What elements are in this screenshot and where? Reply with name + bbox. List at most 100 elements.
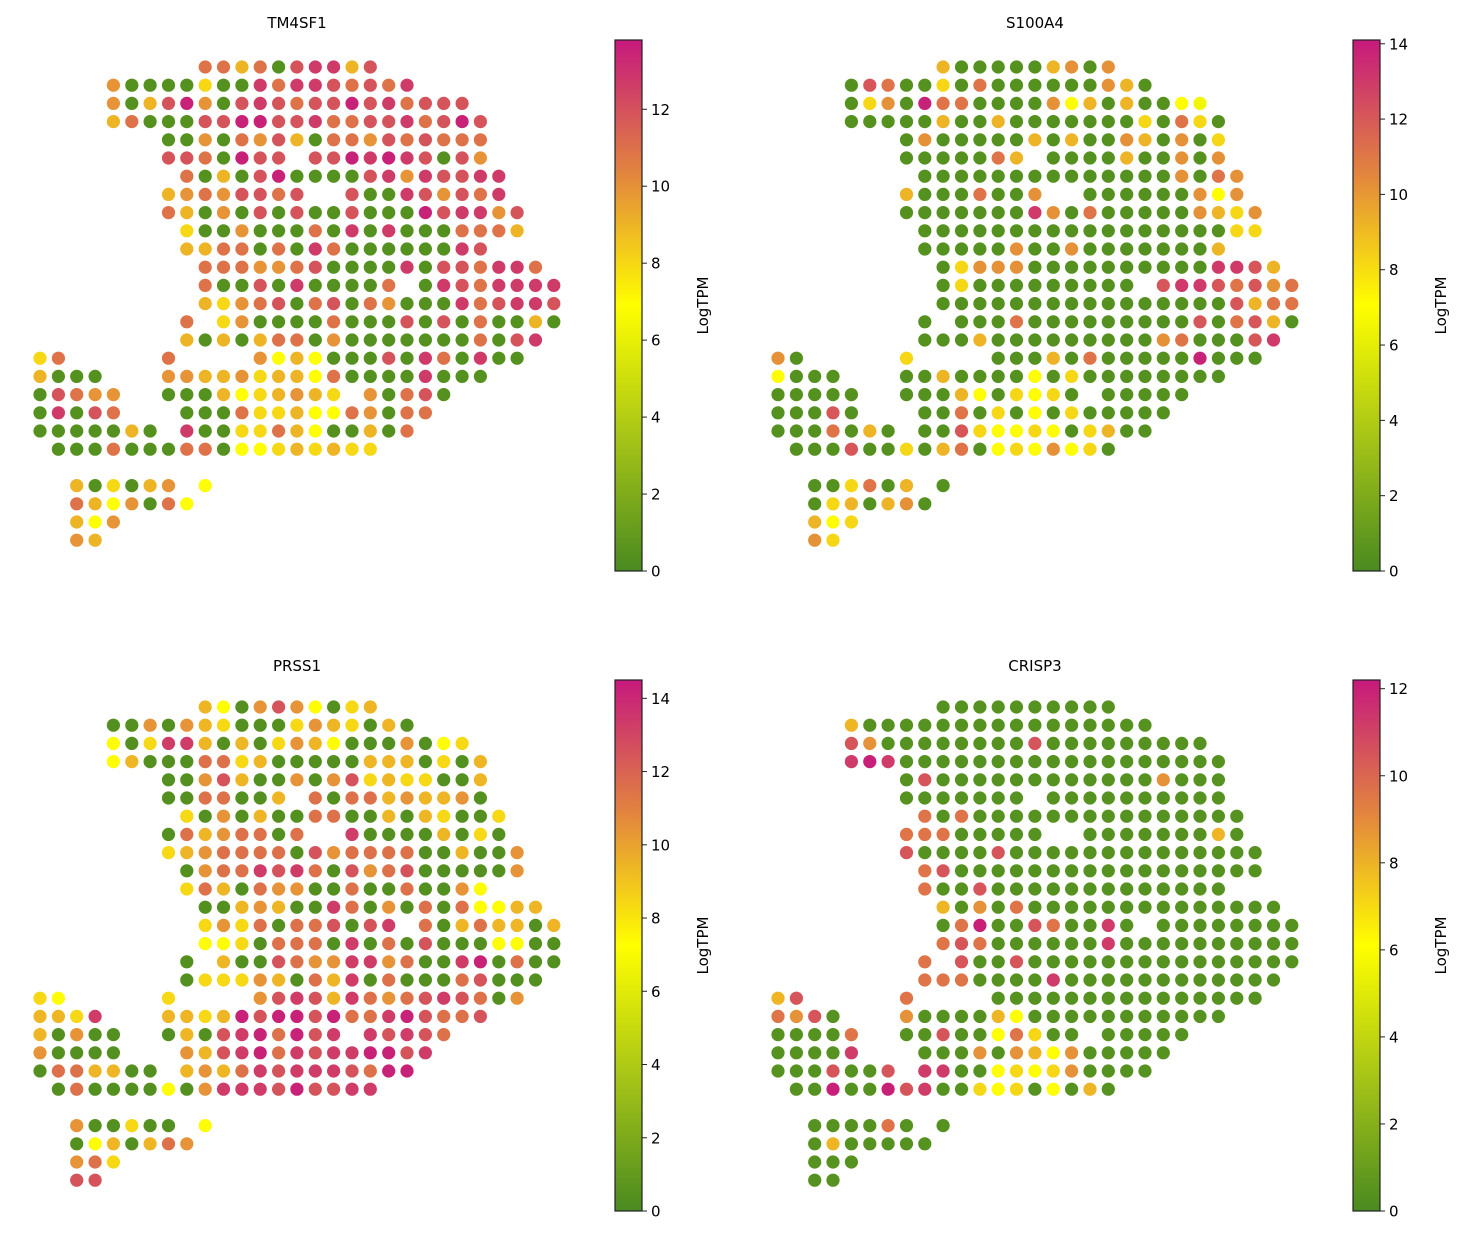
spot [290, 96, 304, 110]
spot [198, 900, 212, 914]
spot [235, 1064, 249, 1078]
spot [991, 369, 1005, 383]
spot [473, 315, 487, 329]
spot [789, 1028, 804, 1042]
spot [455, 736, 469, 751]
spot [844, 442, 859, 456]
spot [1193, 351, 1207, 365]
spot [991, 278, 1005, 292]
spot [954, 718, 969, 732]
spot [473, 369, 487, 383]
spot [899, 1137, 914, 1151]
spot [327, 755, 341, 769]
spot [253, 773, 267, 787]
spot [1046, 424, 1060, 438]
spot [70, 442, 84, 456]
spot [290, 442, 304, 456]
spot [881, 497, 895, 511]
spot [51, 1064, 65, 1078]
spot [808, 1173, 822, 1187]
spot [33, 991, 47, 1005]
spot [1193, 755, 1207, 769]
spot [88, 1028, 102, 1042]
spot [1028, 278, 1042, 292]
spot [180, 736, 194, 751]
spot [216, 260, 231, 274]
spot [1266, 973, 1281, 987]
spot [899, 388, 914, 402]
spot [1028, 773, 1042, 787]
spot [308, 882, 322, 896]
spot [345, 133, 359, 147]
spot [1065, 278, 1079, 292]
spot [216, 827, 231, 842]
spot [308, 224, 322, 238]
spot [991, 955, 1005, 969]
spot [1046, 206, 1060, 220]
spot [826, 1028, 840, 1042]
spot [198, 864, 212, 878]
spot [70, 497, 84, 511]
spot [991, 918, 1005, 933]
spot [51, 351, 65, 365]
spot [973, 1028, 987, 1042]
spot [327, 1028, 341, 1042]
spot [528, 278, 543, 292]
spot [1101, 424, 1115, 438]
spot [954, 809, 969, 823]
spot [272, 297, 286, 311]
spot [1028, 424, 1042, 438]
spot [363, 187, 377, 201]
spot [1248, 206, 1262, 220]
spot [125, 718, 139, 732]
spot [1083, 151, 1097, 165]
spot [1175, 224, 1189, 238]
spot [198, 809, 212, 823]
spot [290, 827, 304, 842]
spot [1193, 169, 1207, 183]
spot [382, 260, 396, 274]
spot [345, 187, 359, 201]
spot [345, 96, 359, 110]
spot [954, 151, 969, 165]
spot [308, 351, 322, 365]
spot [216, 918, 231, 933]
spot [918, 1009, 932, 1024]
spot [272, 864, 286, 878]
spot [808, 1155, 822, 1169]
spot [826, 369, 840, 383]
spot [973, 169, 987, 183]
spot [308, 773, 322, 787]
spot [826, 442, 840, 456]
spot [198, 388, 212, 402]
spot [198, 736, 212, 751]
spot [936, 333, 950, 347]
spot [1175, 882, 1189, 896]
spot [198, 60, 212, 74]
spot [771, 406, 785, 420]
spot [382, 755, 396, 769]
spot [973, 755, 987, 769]
spot [473, 351, 487, 365]
spot [936, 1119, 950, 1133]
spot [382, 169, 396, 183]
colorbar-gradient [1352, 679, 1381, 1212]
spot [881, 78, 895, 92]
spot [70, 479, 84, 493]
spot [180, 882, 194, 896]
spot [272, 791, 286, 805]
spot [826, 424, 840, 438]
spot [125, 1119, 139, 1133]
spot [327, 206, 341, 220]
spot [1065, 315, 1079, 329]
spot [382, 1028, 396, 1042]
spot [400, 169, 414, 183]
spot [1083, 900, 1097, 914]
spot [808, 533, 822, 547]
spot [899, 115, 914, 129]
spot [345, 424, 359, 438]
spot [473, 973, 487, 987]
spot [125, 479, 139, 493]
spot [235, 278, 249, 292]
spot [771, 1009, 785, 1024]
